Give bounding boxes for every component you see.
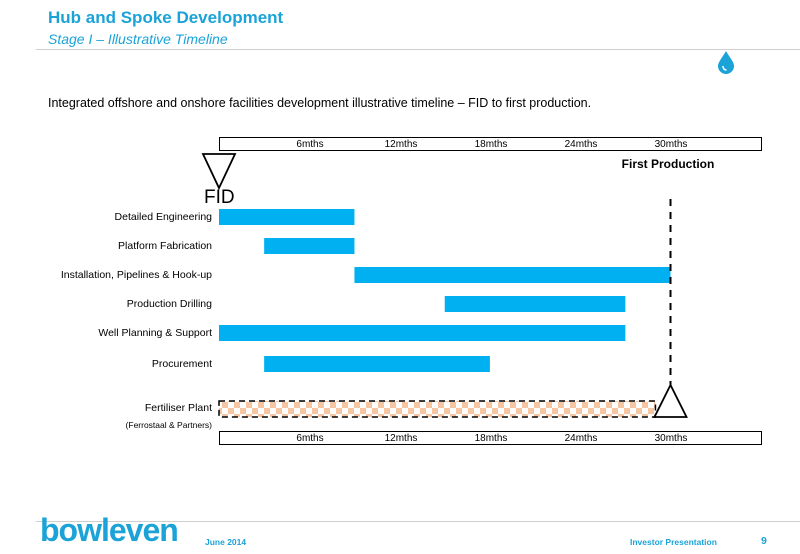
page-title: Hub and Spoke Development — [48, 8, 284, 27]
gantt-bar — [219, 209, 355, 225]
task-label: Production Drilling — [126, 298, 212, 310]
axis-tick-label: 12mths — [384, 433, 418, 444]
intro-text: Integrated offshore and onshore faciliti… — [48, 96, 592, 110]
axis-tick-label: 18mths — [474, 139, 508, 150]
axis-tick-label: 18mths — [474, 433, 508, 444]
axis-tick-label: 6mths — [296, 139, 324, 150]
task-label: Installation, Pipelines & Hook-up — [60, 269, 212, 281]
axis-tick-label: 24mths — [564, 139, 598, 150]
axis-tick-label: 30mths — [654, 139, 688, 150]
header-divider — [36, 49, 800, 50]
task-sublabel: (Ferrostaal & Partners) — [125, 420, 212, 430]
top-time-axis: 6mths 12mths 18mths 24mths 30mths — [219, 137, 762, 151]
company-logo: bowleven — [40, 512, 179, 548]
gantt-bar — [444, 296, 626, 312]
task-label: Detailed Engineering — [114, 211, 212, 223]
water-drop-icon — [718, 51, 734, 74]
task-label: Well Planning & Support — [98, 327, 212, 339]
page-subtitle: Stage I – Illustrative Timeline — [48, 31, 228, 47]
gantt-bar — [264, 356, 490, 372]
footer-date: June 2014 — [205, 537, 247, 547]
bottom-time-axis: 6mths 12mths 18mths 24mths 30mths — [219, 431, 762, 445]
fid-milestone-label: FID — [204, 187, 235, 208]
gantt-bar — [218, 400, 657, 418]
fid-triangle-marker — [201, 153, 237, 191]
footer-divider — [36, 521, 800, 522]
gantt-bar — [264, 238, 355, 254]
footer-title: Investor Presentation — [630, 537, 717, 547]
gantt-bar — [219, 325, 626, 341]
first-production-triangle-marker — [653, 382, 688, 418]
gantt-bar — [354, 267, 671, 283]
axis-tick-label: 12mths — [384, 139, 418, 150]
axis-tick-label: 6mths — [296, 433, 324, 444]
task-label: Procurement — [151, 358, 212, 370]
axis-tick-label: 24mths — [564, 433, 598, 444]
axis-tick-label: 30mths — [654, 433, 688, 444]
page-number: 9 — [761, 535, 767, 547]
task-label: Platform Fabrication — [118, 240, 212, 252]
task-label: Fertiliser Plant — [144, 402, 212, 414]
first-production-label: First Production — [621, 157, 715, 171]
